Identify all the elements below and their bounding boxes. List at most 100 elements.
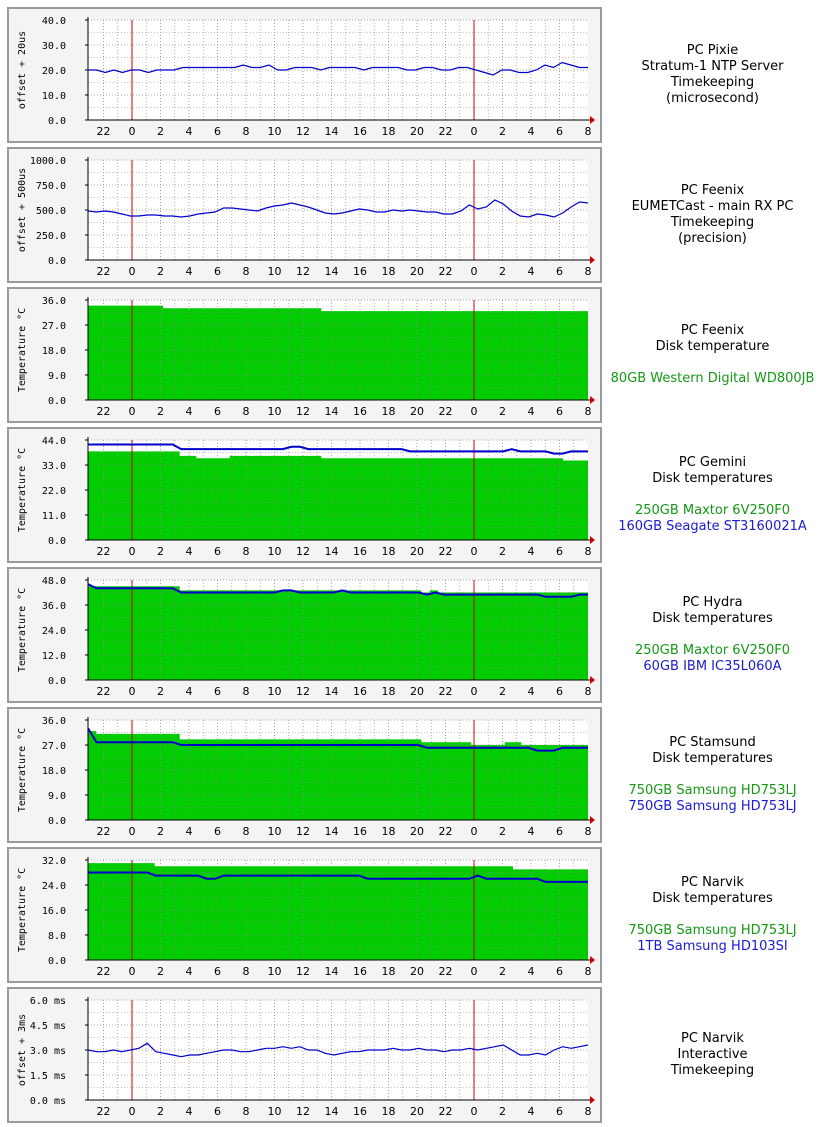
- x-tick-label: 2: [499, 125, 506, 138]
- x-tick-label: 16: [353, 965, 367, 978]
- caption-line: Stratum-1 NTP Server: [641, 59, 784, 74]
- x-tick-label: 8: [243, 405, 250, 418]
- x-tick-label: 18: [382, 965, 396, 978]
- y-axis-title: Temperature °C: [17, 728, 28, 812]
- x-tick-label: 14: [325, 685, 339, 698]
- x-tick-label: 6: [214, 1105, 221, 1118]
- x-tick-label: 20: [410, 1105, 424, 1118]
- graph-caption: PC Stamsund Disk temperatures 750GB Samsun…: [604, 707, 821, 843]
- chart-svg: 220246810121416182022024681012141000.075…: [17, 156, 595, 278]
- x-tick-label: 20: [410, 965, 424, 978]
- x-tick-label: 6: [556, 965, 563, 978]
- x-tick-label: 6: [556, 125, 563, 138]
- x-tick-label: 2: [499, 405, 506, 418]
- x-tick-label: 10: [268, 545, 282, 558]
- x-tick-label: 18: [382, 265, 396, 278]
- caption-line: Disk temperature: [655, 339, 770, 354]
- chart-svg: 2202468101214161820220246810121432.024.0…: [17, 856, 595, 978]
- x-axis-arrow: [590, 396, 595, 404]
- chart-svg: 2202468101214161820220246810121444.033.0…: [17, 436, 595, 558]
- y-tick-label: 6.0 ms: [30, 996, 66, 1007]
- x-tick-label: 22: [439, 125, 453, 138]
- x-tick-label: 8: [585, 265, 592, 278]
- y-tick-label: 3.0 ms: [30, 1046, 66, 1057]
- graph-row: 2202468101214161820220246810121444.033.0…: [0, 427, 821, 567]
- disk-legend-label: 60GB IBM IC35L060A: [643, 659, 782, 674]
- area-series-0: [88, 731, 588, 820]
- x-tick-label: 0: [471, 965, 478, 978]
- disk-legend-label: 80GB Western Digital WD800JB: [610, 371, 815, 386]
- x-tick-label: 4: [186, 1105, 193, 1118]
- x-tick-label: 8: [585, 825, 592, 838]
- x-tick-label: 6: [214, 685, 221, 698]
- x-tick-label: 12: [296, 545, 310, 558]
- y-tick-label: 44.0: [42, 436, 66, 447]
- area-series-0: [88, 586, 588, 680]
- x-tick-label: 14: [325, 265, 339, 278]
- x-tick-label: 4: [528, 545, 535, 558]
- caption-line: Disk temperatures: [652, 891, 773, 906]
- x-tick-label: 14: [325, 965, 339, 978]
- x-axis-arrow: [590, 1096, 595, 1104]
- x-tick-label: 20: [410, 545, 424, 558]
- x-tick-label: 8: [585, 545, 592, 558]
- x-tick-label: 10: [268, 825, 282, 838]
- x-tick-label: 8: [243, 265, 250, 278]
- area-series-0: [88, 863, 588, 960]
- x-tick-label: 22: [439, 685, 453, 698]
- graph-row: 2202468101214161820220246810121436.027.0…: [0, 287, 821, 427]
- y-tick-label: 1.5 ms: [30, 1071, 66, 1082]
- x-tick-label: 20: [410, 265, 424, 278]
- y-tick-label: 18.0: [42, 346, 66, 357]
- y-tick-label: 33.0: [42, 461, 66, 472]
- graph-panel: 2202468101214161820220246810121448.036.0…: [7, 567, 602, 703]
- graph-panel: 2202468101214161820220246810121436.027.0…: [7, 287, 602, 423]
- graph-caption: PC Feenix Disk temperature 80GB Western Di…: [604, 287, 821, 423]
- disk-legend-label: 250GB Maxtor 6V250F0: [634, 643, 791, 658]
- caption-line: Interactive: [677, 1047, 748, 1062]
- caption-line: Timekeeping: [670, 75, 755, 90]
- x-tick-label: 10: [268, 405, 282, 418]
- x-tick-label: 2: [157, 125, 164, 138]
- x-tick-label: 8: [243, 685, 250, 698]
- graph-caption: PC Gemini Disk temperatures 250GB Maxtor 6…: [604, 427, 821, 563]
- x-tick-label: 22: [97, 125, 111, 138]
- x-tick-label: 0: [129, 265, 136, 278]
- x-tick-label: 2: [157, 825, 164, 838]
- x-tick-label: 22: [439, 825, 453, 838]
- x-tick-label: 22: [439, 265, 453, 278]
- x-tick-label: 8: [243, 825, 250, 838]
- x-tick-label: 2: [499, 265, 506, 278]
- x-tick-label: 12: [296, 265, 310, 278]
- x-tick-label: 2: [499, 545, 506, 558]
- y-axis-title: Temperature °C: [17, 868, 28, 952]
- x-axis-arrow: [590, 116, 595, 124]
- chart-svg: 2202468101214161820220246810121440.030.0…: [17, 16, 595, 138]
- disk-legend-label: 1TB Samsung HD103SI: [637, 939, 788, 954]
- y-tick-label: 250.0: [36, 231, 66, 242]
- x-tick-label: 6: [214, 545, 221, 558]
- x-tick-label: 8: [585, 965, 592, 978]
- x-tick-label: 14: [325, 1105, 339, 1118]
- x-tick-label: 22: [97, 965, 111, 978]
- x-tick-label: 0: [129, 1105, 136, 1118]
- x-tick-label: 0: [471, 405, 478, 418]
- y-tick-label: 0.0: [48, 536, 66, 547]
- graph-caption: PC Pixie Stratum-1 NTP Server Timekeeping(…: [604, 7, 821, 143]
- x-axis-arrow: [590, 536, 595, 544]
- x-tick-label: 0: [471, 545, 478, 558]
- x-tick-label: 0: [129, 965, 136, 978]
- x-tick-label: 18: [382, 405, 396, 418]
- graph-caption: PC Narvik Interactive Timekeeping: [604, 987, 821, 1123]
- y-tick-label: 0.0: [48, 256, 66, 267]
- line-series-0: [87, 1042, 589, 1058]
- x-tick-label: 6: [556, 405, 563, 418]
- x-tick-label: 2: [157, 965, 164, 978]
- caption-line: PC Hydra: [682, 595, 743, 610]
- x-tick-label: 2: [157, 265, 164, 278]
- x-tick-label: 10: [268, 1105, 282, 1118]
- y-tick-label: 500.0: [36, 206, 66, 217]
- x-tick-label: 2: [499, 965, 506, 978]
- x-tick-label: 2: [499, 825, 506, 838]
- chart-svg: 2202468101214161820220246810121436.027.0…: [17, 716, 595, 838]
